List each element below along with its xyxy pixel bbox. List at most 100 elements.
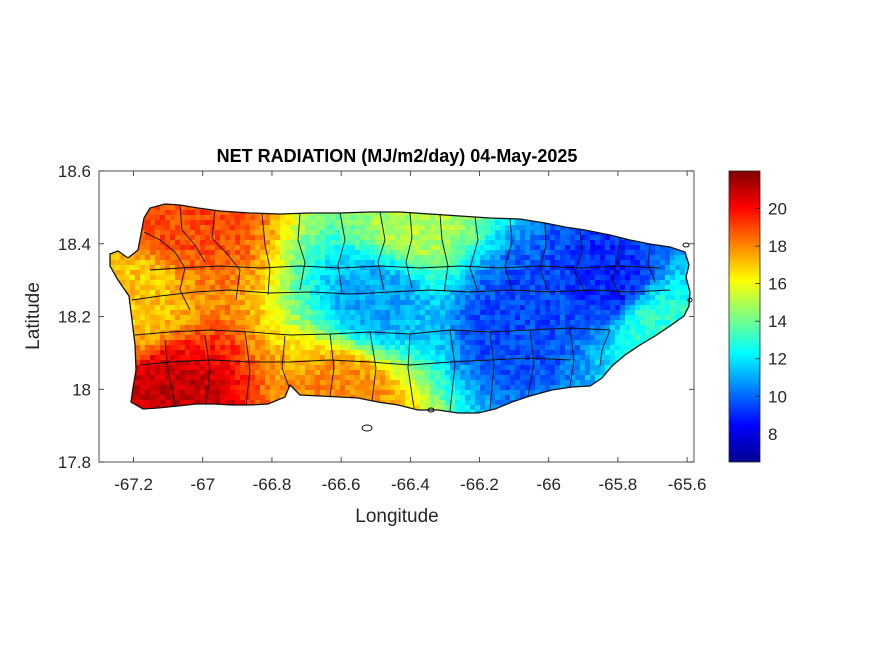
heatmap-cell xyxy=(555,320,561,326)
heatmap-cell xyxy=(635,240,641,246)
heatmap-cell xyxy=(480,255,486,261)
heatmap-cell xyxy=(445,255,451,261)
heatmap-cell xyxy=(545,235,551,241)
heatmap-cell xyxy=(550,310,556,316)
heatmap-cell xyxy=(165,340,171,346)
heatmap-cell xyxy=(630,270,636,276)
heatmap-cell xyxy=(535,230,541,236)
heatmap-cell xyxy=(135,330,141,336)
heatmap-cell xyxy=(230,300,236,306)
heatmap-cell xyxy=(575,340,581,346)
heatmap-cell xyxy=(600,270,606,276)
heatmap-cell xyxy=(210,240,216,246)
heatmap-cell xyxy=(305,370,311,376)
heatmap-cell xyxy=(240,325,246,331)
heatmap-cell xyxy=(510,345,516,351)
heatmap-cell xyxy=(305,285,311,291)
heatmap-cell xyxy=(290,330,296,336)
heatmap-cell xyxy=(530,315,536,321)
heatmap-cell xyxy=(345,295,351,301)
heatmap-cell xyxy=(195,390,201,396)
heatmap-cell xyxy=(460,380,466,386)
heatmap-cell xyxy=(315,335,321,341)
heatmap-cell xyxy=(245,330,251,336)
heatmap-cell xyxy=(360,215,366,221)
heatmap-cell xyxy=(150,310,156,316)
heatmap-cell xyxy=(610,320,616,326)
heatmap-cell xyxy=(510,370,516,376)
heatmap-cell xyxy=(190,335,196,341)
heatmap-cell xyxy=(655,255,661,261)
heatmap-cell xyxy=(155,375,161,381)
heatmap-cell xyxy=(375,320,381,326)
heatmap-cell xyxy=(200,315,206,321)
heatmap-cell xyxy=(400,320,406,326)
heatmap-cell xyxy=(520,290,526,296)
heatmap-cell xyxy=(190,325,196,331)
heatmap-cell xyxy=(390,380,396,386)
heatmap-cell xyxy=(130,295,136,301)
heatmap-cell xyxy=(140,275,146,281)
heatmap-cell xyxy=(135,310,141,316)
heatmap-cell xyxy=(195,290,201,296)
heatmap-cell xyxy=(550,380,556,386)
heatmap-cell xyxy=(265,285,271,291)
heatmap-cell xyxy=(140,385,146,391)
heatmap-cell xyxy=(425,305,431,311)
heatmap-cell xyxy=(200,235,206,241)
heatmap-cell xyxy=(605,255,611,261)
heatmap-cell xyxy=(180,220,186,226)
heatmap-cell xyxy=(320,375,326,381)
heatmap-cell xyxy=(590,280,596,286)
heatmap-cell xyxy=(585,345,591,351)
heatmap-cell xyxy=(230,240,236,246)
heatmap-cell xyxy=(455,275,461,281)
heatmap-cell xyxy=(435,255,441,261)
heatmap-cell xyxy=(365,230,371,236)
heatmap-cell xyxy=(160,375,166,381)
heatmap-cell xyxy=(450,350,456,356)
heatmap-cell xyxy=(355,225,361,231)
heatmap-cell xyxy=(200,350,206,356)
heatmap-cell xyxy=(295,375,301,381)
heatmap-cell xyxy=(500,400,506,406)
heatmap-cell xyxy=(375,285,381,291)
heatmap-cell xyxy=(255,390,261,396)
heatmap-cell xyxy=(220,300,226,306)
heatmap-cell xyxy=(625,330,631,336)
heatmap-cell xyxy=(370,380,376,386)
heatmap-cell xyxy=(545,300,551,306)
heatmap-cell xyxy=(320,340,326,346)
heatmap-cell xyxy=(170,205,176,211)
heatmap-cell xyxy=(670,280,676,286)
heatmap-cell xyxy=(505,310,511,316)
heatmap-cell xyxy=(195,315,201,321)
heatmap-cell xyxy=(450,365,456,371)
heatmap-cell xyxy=(190,290,196,296)
heatmap-cell xyxy=(605,355,611,361)
heatmap-cell xyxy=(170,345,176,351)
heatmap-cell xyxy=(325,310,331,316)
heatmap-cell xyxy=(290,250,296,256)
heatmap-cell xyxy=(365,310,371,316)
heatmap-cell xyxy=(205,400,211,406)
heatmap-cell xyxy=(150,275,156,281)
heatmap-cell xyxy=(455,305,461,311)
heatmap-cell xyxy=(290,325,296,331)
heatmap-cell xyxy=(675,255,681,261)
heatmap-cell xyxy=(555,335,561,341)
heatmap-cell xyxy=(430,315,436,321)
heatmap-cell xyxy=(480,380,486,386)
heatmap-cell xyxy=(160,250,166,256)
heatmap-cell xyxy=(325,325,331,331)
heatmap-cell xyxy=(385,220,391,226)
heatmap-cell xyxy=(495,350,501,356)
heatmap-cell xyxy=(190,390,196,396)
heatmap-cell xyxy=(460,260,466,266)
heatmap-cell xyxy=(515,305,521,311)
heatmap-cell xyxy=(410,225,416,231)
heatmap-cell xyxy=(235,225,241,231)
heatmap-cell xyxy=(220,330,226,336)
heatmap-cell xyxy=(435,225,441,231)
heatmap-cell xyxy=(225,385,231,391)
